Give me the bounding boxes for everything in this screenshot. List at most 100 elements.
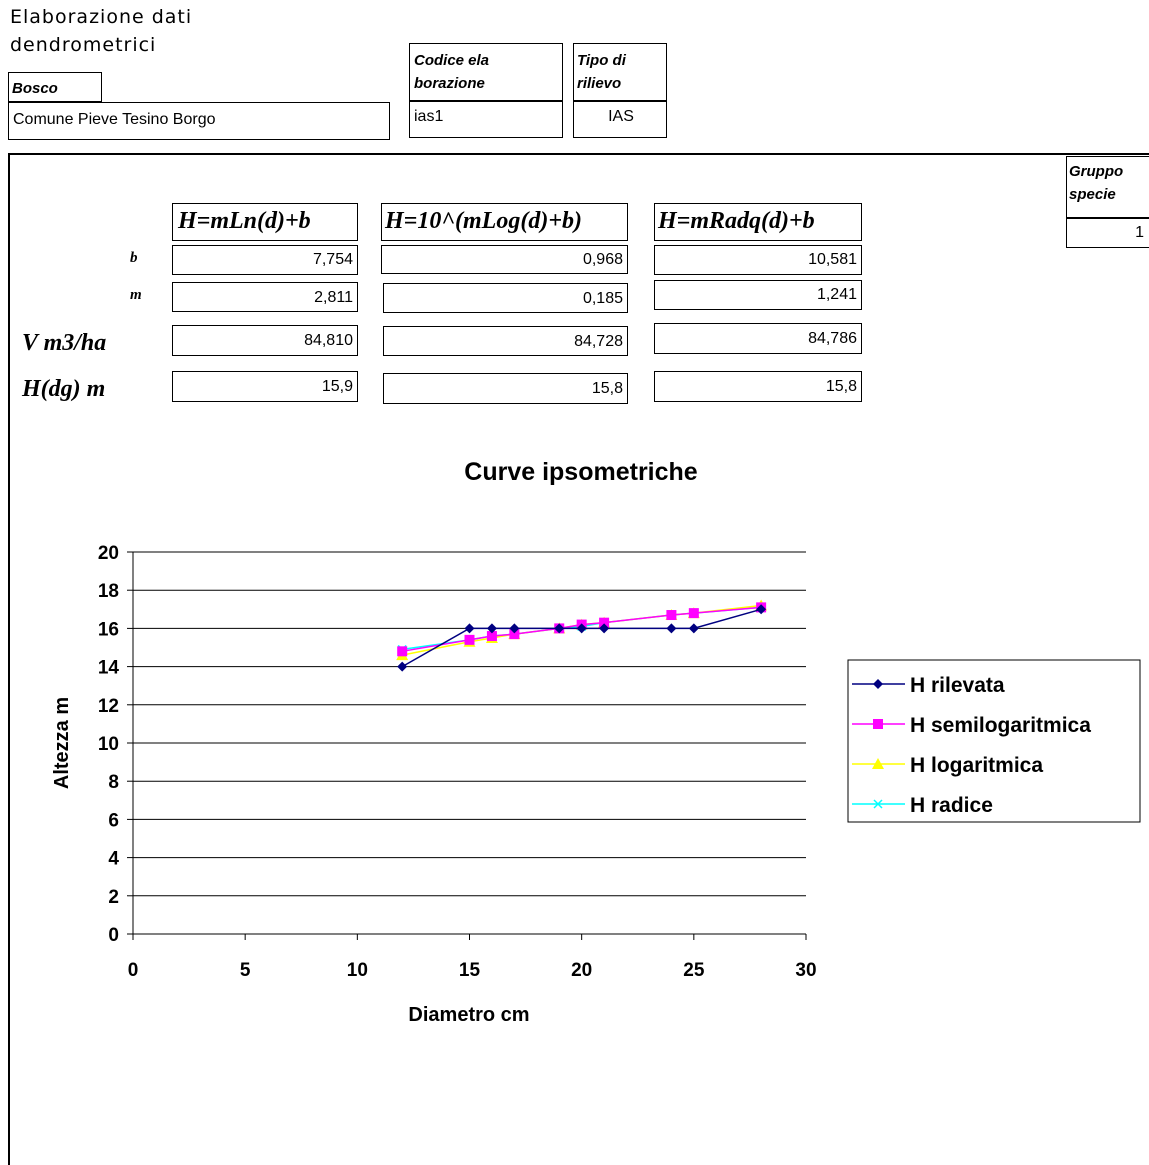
codice-label-box: Codice ela borazione	[409, 43, 563, 101]
bosco-value: Comune Pieve Tesino Borgo	[13, 111, 216, 128]
data-point	[397, 646, 408, 657]
value-cell: 15,9	[172, 371, 358, 402]
y-tick-label: 20	[98, 543, 119, 564]
gruppo-label-box: Gruppo specie	[1066, 156, 1149, 218]
legend-label: H logaritmica	[910, 754, 1043, 777]
x-tick-label: 30	[795, 960, 816, 981]
codice-label-line-1: Codice ela	[414, 52, 490, 69]
data-point	[599, 623, 610, 634]
x-tick-label: 20	[571, 960, 592, 981]
legend-marker	[873, 719, 883, 729]
legend-label: H rilevata	[910, 674, 1005, 697]
y-tick-label: 18	[98, 581, 119, 602]
x-tick-label: 25	[683, 960, 705, 981]
tipo-label-line-2: rilievo	[577, 75, 622, 92]
value-b-log: 0,968	[582, 251, 623, 268]
value-cell: 84,728	[383, 326, 628, 356]
tipo-field[interactable]: IAS	[573, 101, 667, 138]
x-tick-label: 15	[459, 960, 481, 981]
value-cell: 0,185	[383, 283, 628, 313]
x-axis-label: Diametro cm	[408, 1004, 529, 1026]
formula-log-text: H=10^(mLog(d)+b)	[385, 208, 582, 234]
data-point	[688, 623, 699, 634]
formula-ln-text: H=mLn(d)+b	[178, 208, 311, 234]
gruppo-label-line-2: specie	[1069, 186, 1116, 203]
data-point	[576, 623, 587, 634]
gruppo-field[interactable]: 1	[1066, 218, 1149, 248]
value-h-ln: 15,9	[321, 378, 353, 395]
legend-box	[847, 659, 1141, 823]
data-point	[688, 608, 699, 619]
formula-radq-text: H=mRadq(d)+b	[658, 208, 815, 234]
series-line-h-rilevata	[401, 608, 762, 668]
value-cell: 15,8	[654, 371, 862, 402]
value-v-ln: 84,810	[304, 332, 353, 349]
value-cell: 84,810	[172, 325, 358, 356]
legend-label: H semilogaritmica	[910, 714, 1091, 737]
y-tick-label: 10	[98, 734, 119, 755]
y-axis-label: Altezza m	[51, 697, 73, 789]
value-cell: 10,581	[654, 245, 862, 275]
value-cell: 2,811	[172, 282, 358, 312]
value-cell: 7,754	[172, 245, 358, 275]
bosco-label-box: Bosco	[8, 72, 102, 102]
data-point	[464, 623, 475, 634]
bosco-label: Bosco	[12, 80, 58, 97]
row-label-volume: V m3/ha	[22, 330, 107, 356]
y-tick-label: 0	[108, 925, 119, 946]
row-label-b: b	[130, 250, 138, 266]
data-point	[509, 623, 520, 634]
y-tick-label: 2	[108, 887, 119, 908]
gruppo-value: 1	[1135, 224, 1144, 241]
page-title-line-1: Elaborazione dati	[10, 6, 193, 28]
value-cell: 1,241	[654, 280, 862, 310]
codice-label-line-2: borazione	[414, 75, 485, 92]
data-point	[599, 617, 610, 628]
value-m-radq: 1,241	[816, 286, 857, 303]
value-b-radq: 10,581	[808, 251, 857, 268]
y-tick-label: 14	[98, 658, 120, 679]
data-point	[666, 610, 677, 621]
data-point	[666, 623, 677, 634]
data-point	[509, 629, 520, 640]
bosco-field[interactable]: Comune Pieve Tesino Borgo	[8, 102, 390, 140]
data-point	[397, 661, 408, 672]
data-point	[486, 631, 497, 642]
x-tick-label: 5	[240, 960, 251, 981]
gruppo-label-line-1: Gruppo	[1069, 163, 1124, 180]
legend-marker	[873, 799, 883, 809]
legend-marker	[873, 679, 883, 689]
legend-label: H radice	[910, 794, 993, 817]
y-tick-label: 16	[98, 619, 119, 640]
chart-title: Curve ipsometriche	[464, 458, 698, 486]
data-point	[756, 604, 767, 615]
value-cell: 0,968	[381, 245, 628, 274]
x-tick-label: 10	[347, 960, 368, 981]
y-tick-label: 8	[108, 772, 119, 793]
formula-header-ln: H=mLn(d)+b	[172, 203, 358, 241]
value-h-log: 15,8	[591, 380, 623, 397]
codice-field[interactable]: ias1	[409, 101, 563, 138]
value-v-radq: 84,786	[808, 330, 857, 347]
data-point	[486, 623, 497, 634]
codice-value: ias1	[414, 108, 444, 125]
page-title-line-2: dendrometrici	[10, 34, 157, 56]
value-cell: 84,786	[654, 323, 862, 354]
value-m-ln: 2,811	[314, 289, 353, 306]
value-b-ln: 7,754	[312, 251, 353, 268]
y-tick-label: 12	[98, 696, 119, 717]
formula-header-log: H=10^(mLog(d)+b)	[381, 203, 628, 241]
data-point	[554, 623, 565, 634]
value-h-radq: 15,8	[825, 378, 857, 395]
x-tick-label: 0	[128, 960, 139, 981]
legend-marker	[872, 758, 884, 769]
tipo-label-line-1: Tipo di	[577, 52, 626, 69]
tipo-label-box: Tipo di rilievo	[573, 43, 667, 101]
value-cell: 15,8	[383, 373, 628, 404]
row-label-hdg: H(dg) m	[22, 376, 106, 402]
data-point	[464, 634, 475, 645]
formula-header-radq: H=mRadq(d)+b	[654, 203, 862, 241]
row-label-m: m	[130, 287, 142, 303]
series-line-h-semilogaritmica	[402, 606, 762, 653]
